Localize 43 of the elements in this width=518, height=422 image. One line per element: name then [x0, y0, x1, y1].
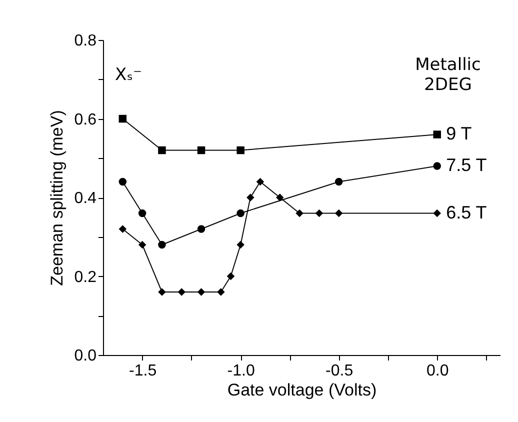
point	[236, 240, 244, 249]
x-tick-label: -1.5	[129, 362, 157, 380]
series-label: 9 T	[446, 124, 472, 144]
point	[138, 209, 146, 218]
point	[217, 288, 225, 296]
point	[256, 178, 264, 186]
point	[178, 288, 186, 296]
point	[246, 194, 254, 202]
point	[226, 272, 235, 280]
y-tick-label: 0.6	[74, 111, 97, 128]
annotation: Metallic 2DEG	[415, 55, 481, 95]
point	[118, 114, 127, 123]
y-tick-label: 0.2	[74, 268, 97, 286]
x-tick-label: 0.0	[426, 362, 449, 380]
point	[158, 240, 166, 249]
y-tick-label: 0.8	[74, 32, 97, 50]
point	[334, 209, 343, 218]
series-label: 7.5 T	[446, 155, 487, 175]
point	[197, 225, 206, 233]
point	[433, 162, 441, 170]
point	[158, 146, 166, 154]
x-axis-title: Gate voltage (Volts)	[227, 380, 377, 400]
y-tick-label: 0.4	[74, 190, 97, 207]
point	[433, 209, 441, 218]
y-tick-label: 0.0	[74, 348, 97, 364]
point	[433, 130, 441, 138]
point	[197, 146, 206, 154]
x-tick-label: -0.5	[326, 362, 354, 380]
annotation: Xₛ⁻	[115, 65, 142, 85]
point	[315, 209, 324, 218]
point	[197, 288, 206, 296]
point	[276, 194, 284, 202]
point	[158, 288, 166, 296]
x-tick-label: -1.0	[227, 362, 255, 380]
series-label: 6.5 T	[446, 202, 487, 222]
point	[118, 225, 127, 233]
point	[118, 178, 127, 186]
point	[334, 178, 343, 186]
y-axis-title: Zeeman splitting (meV)	[47, 110, 66, 286]
point	[138, 240, 146, 249]
point	[236, 146, 244, 154]
point	[236, 209, 244, 218]
point	[296, 209, 304, 218]
